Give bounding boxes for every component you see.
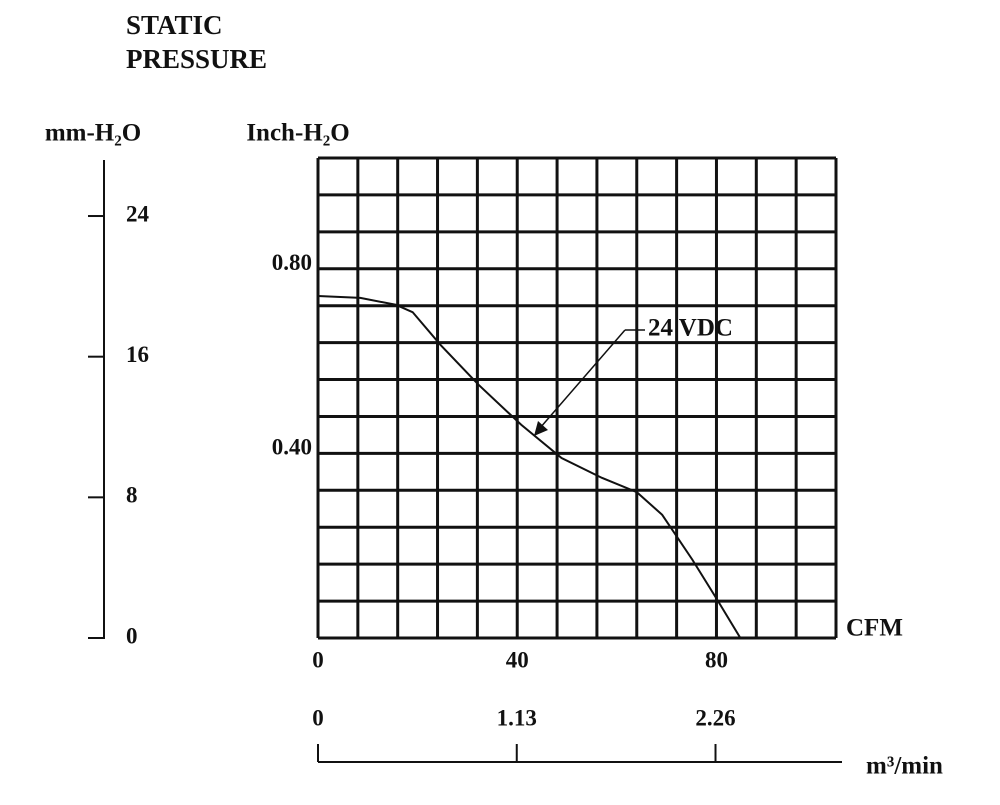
x2-tick-label: 0 <box>312 705 324 730</box>
x2-axis-label: m³/min <box>866 753 943 780</box>
x-axis-label: CFM <box>846 615 903 642</box>
chart-title: STATIC <box>126 10 223 40</box>
series-annotation: 24 VDC <box>648 315 733 342</box>
series-line <box>317 295 742 639</box>
y2-tick-label: 16 <box>126 342 149 367</box>
x-tick-label: 0 <box>312 647 324 672</box>
x2-tick-label: 2.26 <box>695 705 735 730</box>
y-tick-label: 0.80 <box>272 250 312 275</box>
annotation-arrowhead <box>534 421 548 436</box>
y2-tick-label: 0 <box>126 623 138 648</box>
y2-tick-label: 24 <box>126 201 150 226</box>
y2-axis-label: mm-H₂O <box>45 120 141 147</box>
y-tick-label: 0.40 <box>272 435 312 460</box>
x2-tick-label: 1.13 <box>497 705 537 730</box>
x-tick-label: 40 <box>506 647 529 672</box>
x-tick-label: 80 <box>705 647 728 672</box>
chart-title: PRESSURE <box>126 44 267 74</box>
y-axis-label: Inch-H₂O <box>246 120 349 147</box>
y2-tick-label: 8 <box>126 483 138 508</box>
